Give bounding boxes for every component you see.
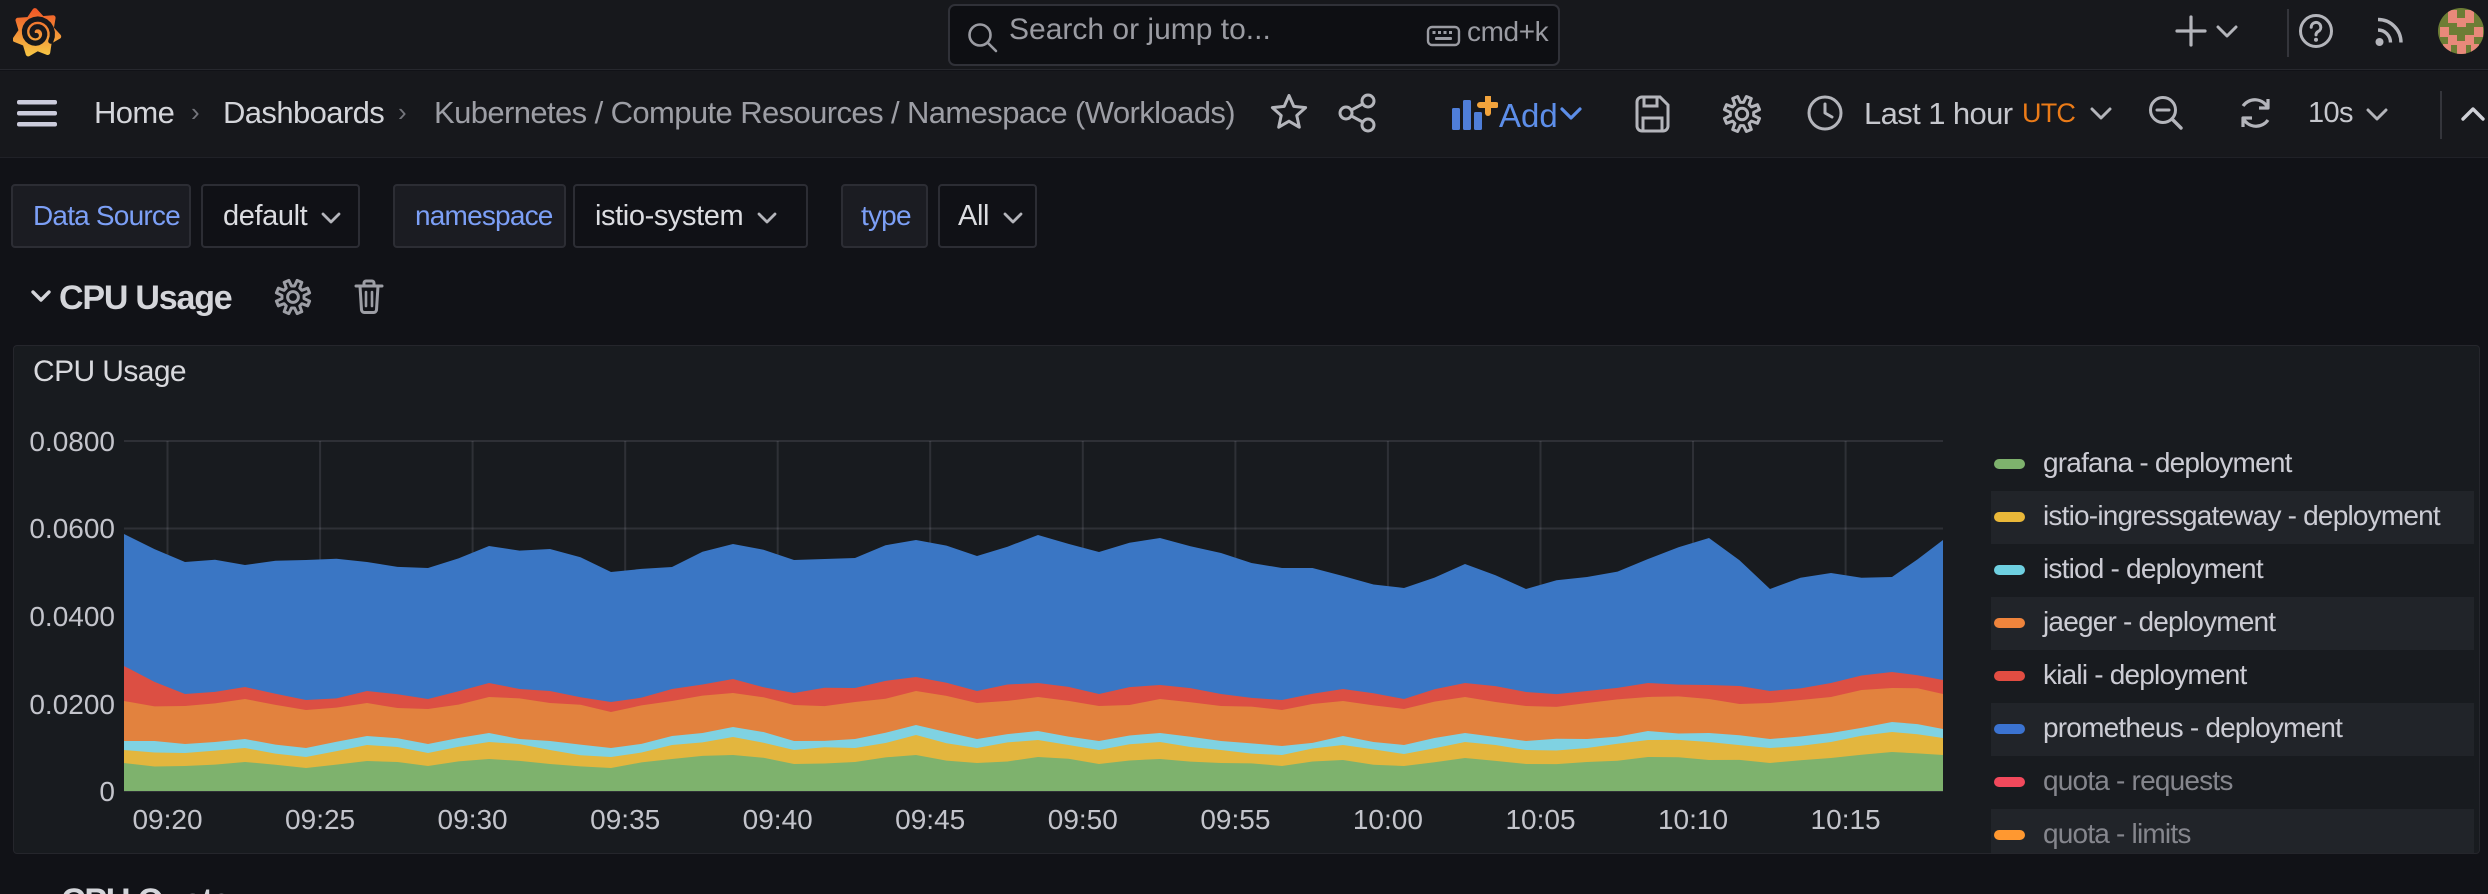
svg-text:09:25: 09:25 bbox=[285, 804, 355, 835]
svg-text:09:40: 09:40 bbox=[743, 804, 813, 835]
svg-text:09:50: 09:50 bbox=[1048, 804, 1118, 835]
svg-text:09:30: 09:30 bbox=[438, 804, 508, 835]
svg-text:0.0600: 0.0600 bbox=[29, 513, 115, 544]
svg-text:0.0800: 0.0800 bbox=[29, 426, 115, 457]
svg-text:0: 0 bbox=[99, 776, 115, 807]
svg-text:09:35: 09:35 bbox=[590, 804, 660, 835]
svg-text:09:55: 09:55 bbox=[1200, 804, 1270, 835]
svg-text:10:15: 10:15 bbox=[1811, 804, 1881, 835]
svg-text:09:45: 09:45 bbox=[895, 804, 965, 835]
svg-text:10:00: 10:00 bbox=[1353, 804, 1423, 835]
svg-text:10:10: 10:10 bbox=[1658, 804, 1728, 835]
svg-text:0.0200: 0.0200 bbox=[29, 689, 115, 720]
svg-text:09:20: 09:20 bbox=[132, 804, 202, 835]
svg-text:10:05: 10:05 bbox=[1505, 804, 1575, 835]
svg-text:0.0400: 0.0400 bbox=[29, 601, 115, 632]
